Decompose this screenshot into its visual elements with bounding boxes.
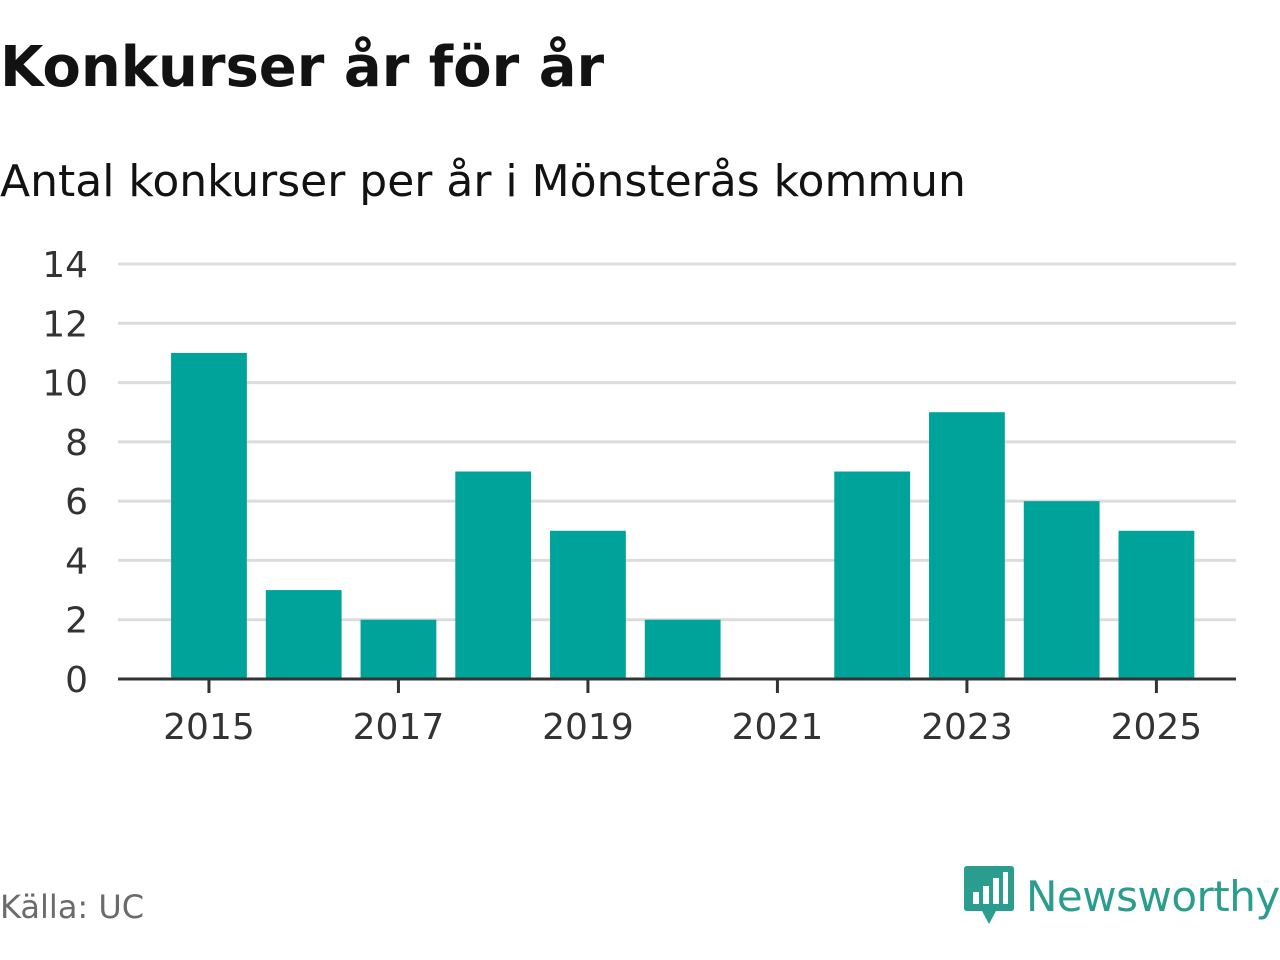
newsworthy-logo: Newsworthy xyxy=(964,864,1280,928)
brand-name: Newsworthy xyxy=(1026,871,1280,921)
bar-2025 xyxy=(1118,530,1195,679)
y-tick-label: 12 xyxy=(42,304,88,345)
x-axis-ticks: 2015 2017 2019 2021 2023 2025 xyxy=(163,679,1202,748)
bar-2024 xyxy=(1023,501,1100,679)
y-tick-label: 0 xyxy=(65,660,88,701)
y-tick-label: 10 xyxy=(42,364,88,405)
chart-title: Konkurser år för år xyxy=(0,35,605,100)
bar-2017 xyxy=(360,619,437,679)
y-tick-label: 6 xyxy=(65,482,88,523)
y-tick-label: 8 xyxy=(65,423,88,464)
bar-2022 xyxy=(834,471,911,679)
x-tick-label: 2023 xyxy=(921,707,1013,748)
bar-2016 xyxy=(265,590,342,679)
x-tick-label: 2015 xyxy=(163,707,255,748)
bar-2020 xyxy=(644,619,721,679)
y-tick-label: 2 xyxy=(65,601,88,642)
y-tick-label: 14 xyxy=(42,245,88,286)
y-axis-ticks: 0 2 4 6 8 10 12 14 xyxy=(42,245,88,701)
x-tick-label: 2025 xyxy=(1111,707,1203,748)
gridlines xyxy=(118,262,1236,622)
x-tick-label: 2021 xyxy=(732,707,824,748)
y-tick-label: 4 xyxy=(65,541,88,582)
bars xyxy=(171,352,1195,679)
chart-subtitle: Antal konkurser per år i Mönsterås kommu… xyxy=(0,156,966,207)
bar-2015 xyxy=(171,352,247,679)
x-tick-label: 2017 xyxy=(353,707,445,748)
x-tick-label: 2019 xyxy=(542,707,634,748)
bar-2023 xyxy=(929,412,1005,679)
bar-2018 xyxy=(455,471,532,679)
source-note: Källa: UC xyxy=(0,888,145,926)
bar-chart: 0 2 4 6 8 10 12 14 2015 2017 2019 2021 2023 2025 xyxy=(42,245,1236,748)
newsworthy-logo-icon xyxy=(964,866,1014,924)
bar-2019 xyxy=(550,530,626,679)
